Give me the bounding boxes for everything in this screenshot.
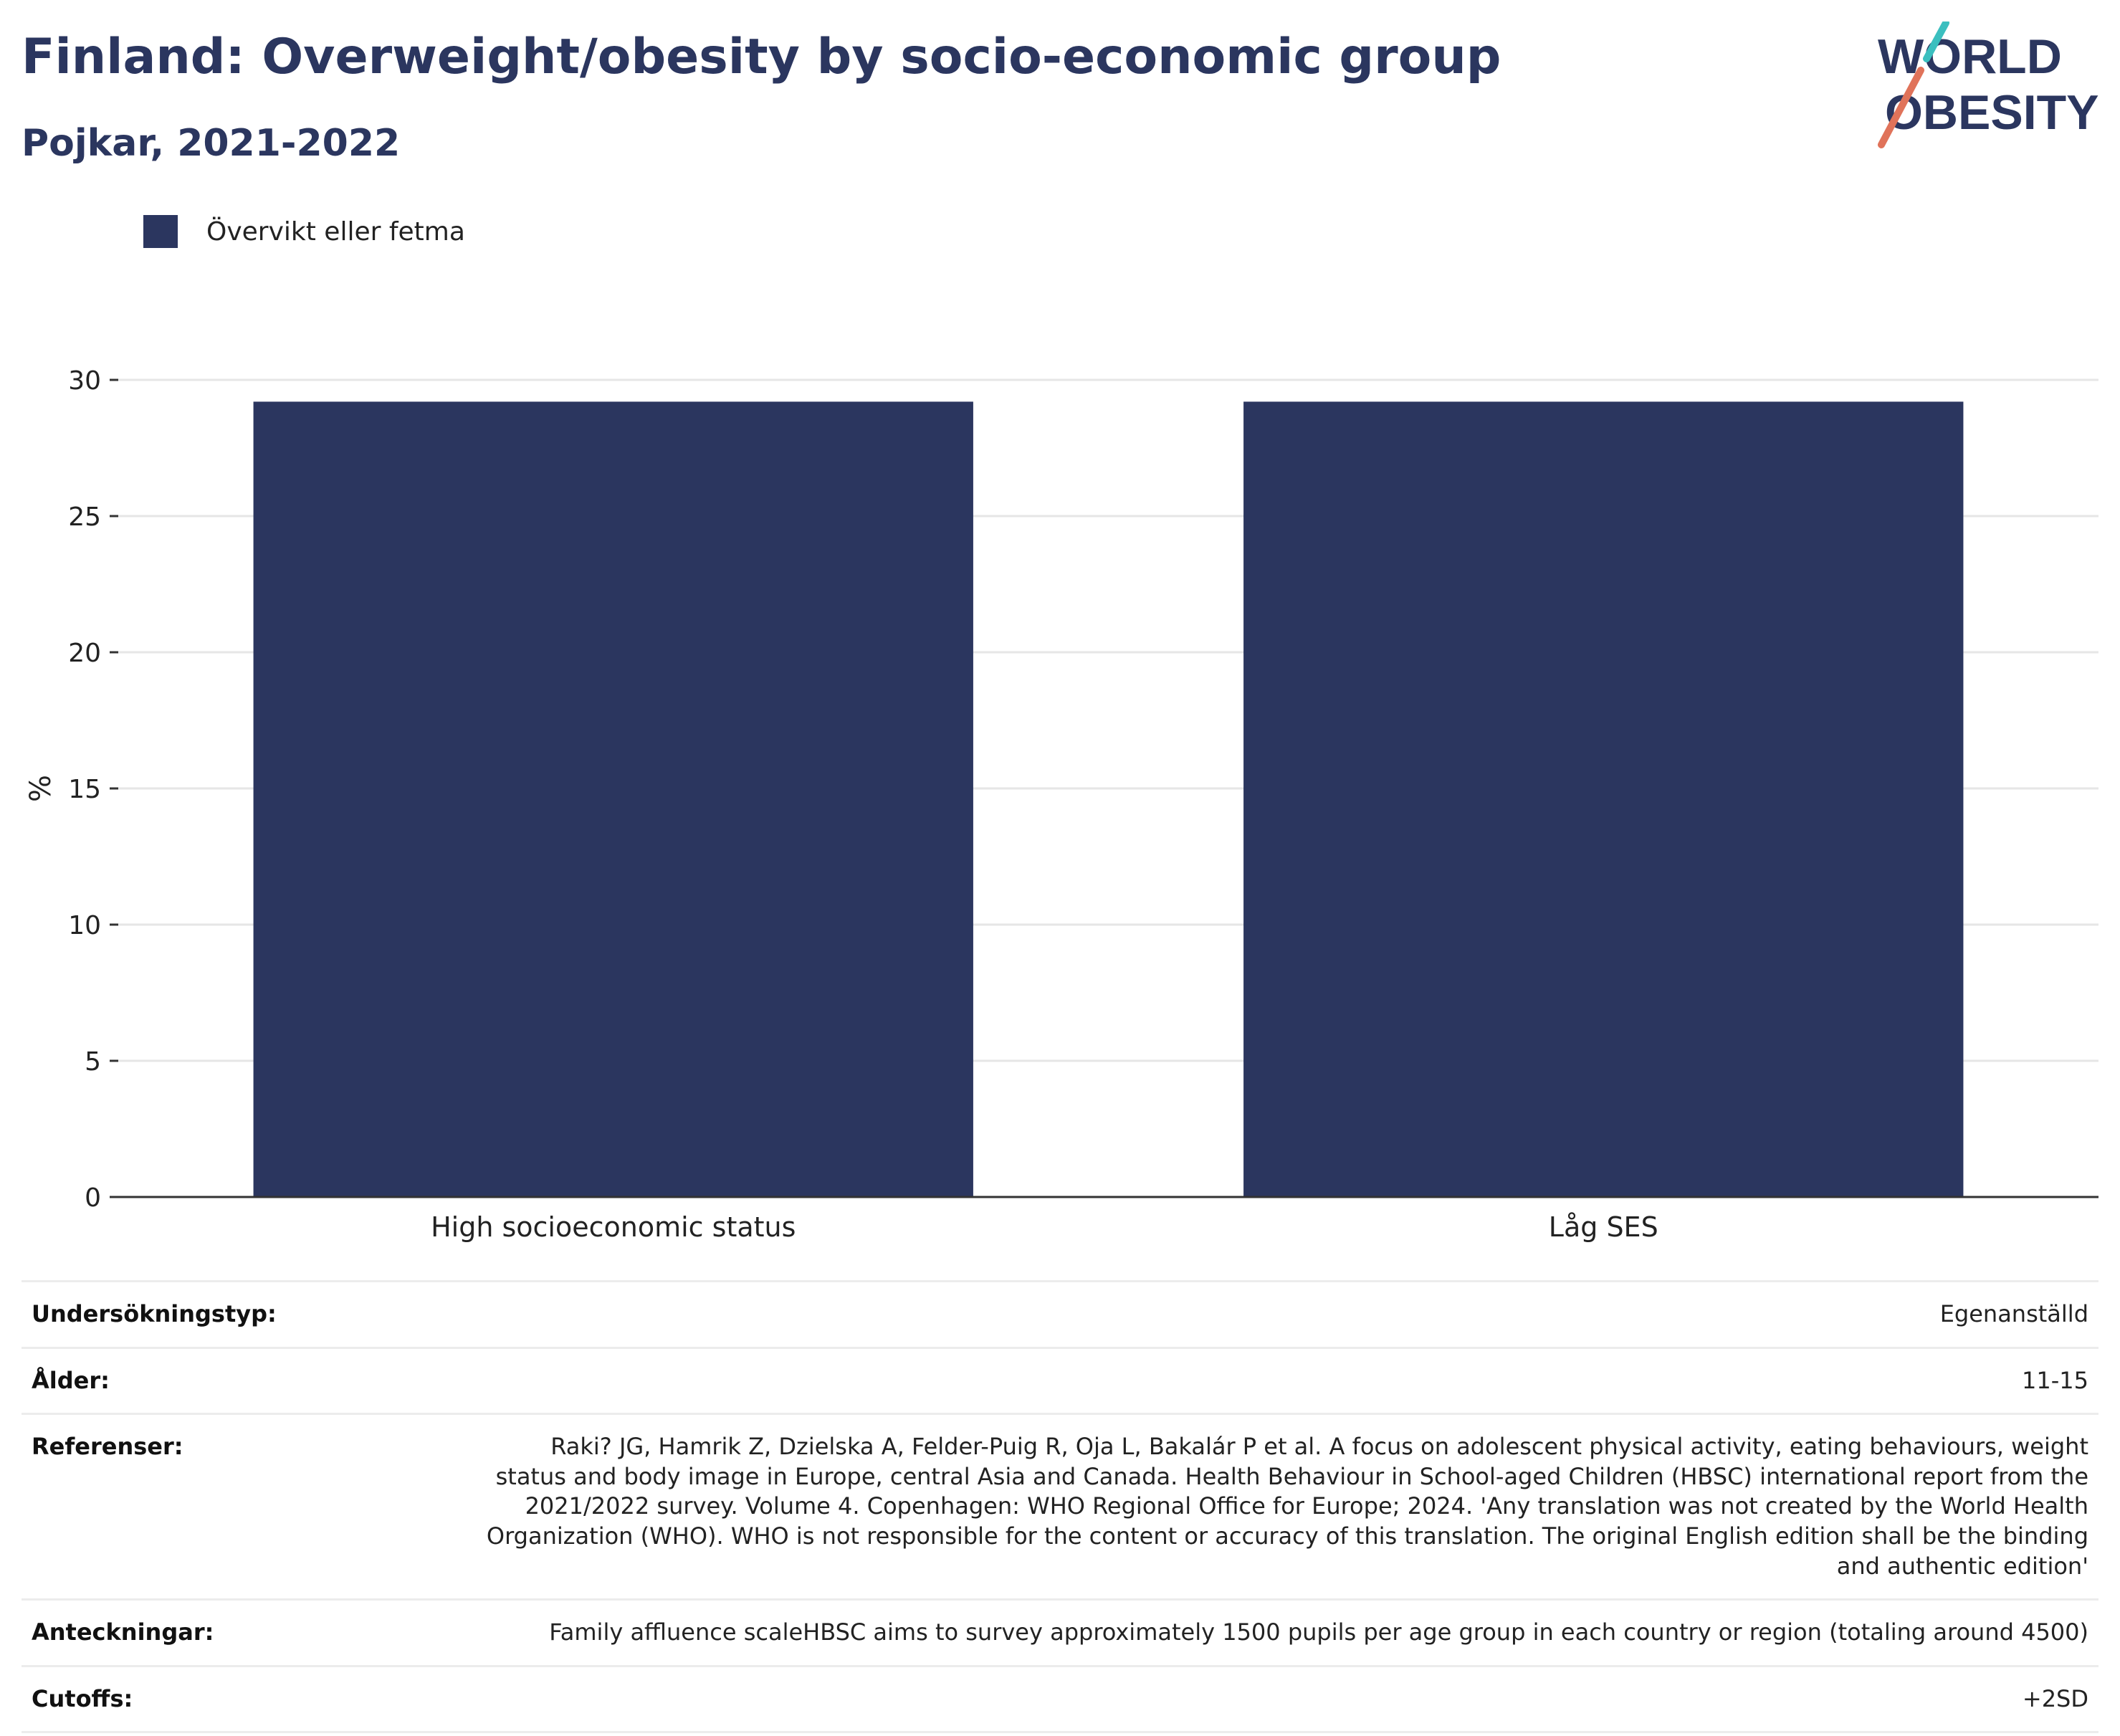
chart-title: Finland: Overweight/obesity by socio-eco…	[22, 29, 1501, 85]
bar	[253, 401, 973, 1197]
info-row: Ålder: 11-15	[22, 1346, 2098, 1416]
y-tick-label: 10	[68, 911, 101, 940]
logo-line1: WORLD	[1878, 29, 2062, 84]
info-value: Raki? JG, Hamrik Z, Dzielska A, Felder-P…	[472, 1413, 2098, 1601]
y-tick-label: 0	[85, 1183, 101, 1213]
chart-subtitle: Pojkar, 2021-2022	[22, 122, 401, 165]
logo-slash-bottom	[1878, 67, 1924, 148]
y-tick-label: 15	[68, 775, 101, 804]
info-table: Undersökningstyp: Egenanställd Ålder: 11-15…	[22, 1280, 2098, 1734]
info-label: Ålder:	[22, 1346, 472, 1416]
y-tick-label: 20	[68, 639, 101, 668]
info-label: Undersökningstyp:	[22, 1280, 472, 1349]
info-label: Anteckningar:	[22, 1598, 472, 1667]
bars	[253, 401, 1964, 1197]
y-axis-label: %	[24, 775, 57, 802]
info-row: Anteckningar: Family affluence scaleHBSC …	[22, 1598, 2098, 1667]
info-label: Cutoffs:	[22, 1664, 472, 1734]
chart-legend: Övervikt eller fetma	[143, 215, 465, 248]
x-tick-label: Låg SES	[1549, 1211, 1658, 1243]
y-tick-label: 30	[68, 366, 101, 396]
info-row: Undersökningstyp: Egenanställd	[22, 1280, 2098, 1349]
info-value: 11-15	[472, 1346, 2098, 1416]
y-tick-label: 25	[68, 502, 101, 532]
legend-label: Övervikt eller fetma	[206, 216, 465, 247]
axes: 0 5 10 15 20 25 30 High socioeconomic status Låg…	[68, 366, 2098, 1243]
world-obesity-logo: WORLD OBESITY	[1878, 22, 2099, 148]
info-row: Referenser: Raki? JG, Hamrik Z, Dzielska …	[22, 1413, 2098, 1601]
logo-line2: OBESITY	[1885, 85, 2099, 140]
info-label: Referenser:	[22, 1413, 472, 1601]
logo-slash-top	[1923, 22, 1949, 62]
bar-chart: 0 5 10 15 20 25 30 High socioeconomic status Låg…	[24, 366, 2098, 1243]
info-value: Egenanställd	[472, 1280, 2098, 1349]
info-value: Family affluence scaleHBSC aims to surve…	[472, 1598, 2098, 1667]
bar	[1243, 401, 1964, 1197]
x-tick-label: High socioeconomic status	[431, 1211, 796, 1243]
legend-swatch	[143, 215, 178, 248]
info-row: Cutoffs: +2SD	[22, 1664, 2098, 1734]
y-tick-label: 5	[85, 1047, 101, 1077]
info-value: +2SD	[472, 1664, 2098, 1734]
